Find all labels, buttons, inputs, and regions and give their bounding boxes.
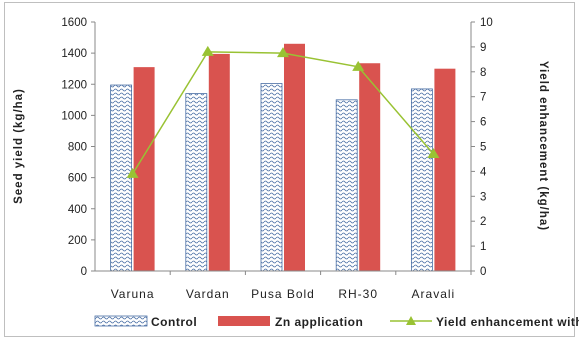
legend-swatch-marker xyxy=(406,316,416,325)
y-tick-label: 400 xyxy=(68,204,87,216)
y2-tick-label: 8 xyxy=(480,67,486,79)
y-tick-label: 0 xyxy=(81,266,87,278)
legend-label-yield: Yield enhancement with Zn xyxy=(436,315,579,329)
x-category-label: Vardan xyxy=(186,287,230,301)
legend-swatch-control xyxy=(94,315,148,327)
x-category-label: RH-30 xyxy=(338,287,378,301)
y-tick-label: 800 xyxy=(68,142,87,154)
yield-enhancement-point xyxy=(427,147,440,158)
y2-tick-label: 6 xyxy=(480,117,486,129)
bar-control xyxy=(110,84,132,272)
y2-tick-label: 4 xyxy=(480,166,487,178)
y2-tick-label: 9 xyxy=(480,42,486,54)
yield-enhancement-point xyxy=(201,45,214,56)
y2-tick-label: 5 xyxy=(480,142,486,154)
y-tick-label: 1200 xyxy=(61,79,87,91)
bar-control xyxy=(185,93,208,272)
legend-label-control: Control xyxy=(151,315,197,329)
bar-zn-application xyxy=(434,68,456,271)
legend-label-zn: Zn application xyxy=(275,315,363,329)
y2-tick-label: 0 xyxy=(480,266,486,278)
legend: Control Zn application Yield enhancement… xyxy=(94,315,579,329)
y2-tick-label: 3 xyxy=(480,191,486,203)
yield-enhancement-point xyxy=(352,60,365,71)
x-category-label: Pusa Bold xyxy=(251,287,315,301)
y-axis-title: Seed yield (kg/ha) xyxy=(13,88,25,204)
y2-tick-label: 1 xyxy=(480,241,486,253)
bar-zn-application xyxy=(208,53,230,272)
y-tick-label: 1000 xyxy=(61,110,87,122)
x-category-label: Varuna xyxy=(111,287,155,301)
yield-enhancement-point xyxy=(126,167,139,178)
bar-control xyxy=(410,88,433,272)
y2-tick-label: 10 xyxy=(480,17,493,29)
bar-zn-application xyxy=(284,43,305,271)
yield-enhancement-line xyxy=(131,51,434,175)
bar-zn-application xyxy=(133,67,155,271)
y-tick-label: 1600 xyxy=(61,17,87,29)
y-tick-label: 1400 xyxy=(61,48,87,60)
y-tick-label: 200 xyxy=(68,235,87,247)
y2-tick-label: 2 xyxy=(480,216,486,228)
bar-zn-application xyxy=(359,63,381,271)
bar-control xyxy=(335,99,358,272)
x-category-label: Aravali xyxy=(412,287,456,301)
y2-tick-label: 7 xyxy=(480,92,486,104)
yield-enhancement-point xyxy=(277,47,289,58)
legend-swatch-zn xyxy=(218,316,270,326)
y-tick-label: 600 xyxy=(68,173,87,185)
y2-axis-title: Yield enhancement (kg/ha) xyxy=(537,61,549,231)
bar-control xyxy=(260,83,283,272)
